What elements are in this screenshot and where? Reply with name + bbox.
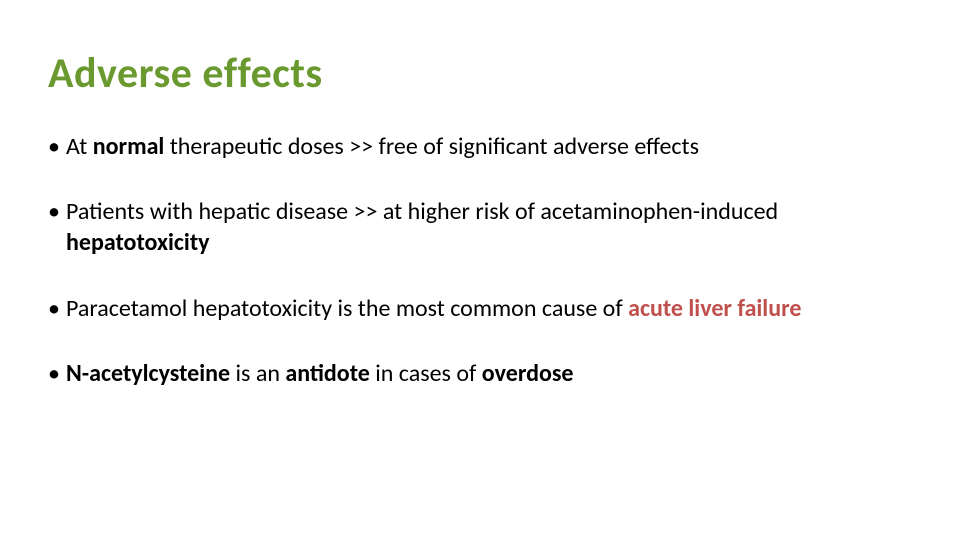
bullet-list: At normal therapeutic doses >> free of s… — [48, 131, 920, 389]
text-run: overdose — [482, 359, 574, 388]
slide: Adverse effects At normal therapeutic do… — [0, 0, 960, 540]
bullet-item: N-acetylcysteine is an antidote in cases… — [48, 358, 920, 389]
text-run: antidote — [285, 359, 369, 388]
text-run: is an — [230, 359, 285, 388]
text-run: acute liver failure — [628, 294, 801, 323]
bullet-item: Paracetamol hepatotoxicity is the most c… — [48, 293, 920, 324]
text-run: normal — [93, 132, 165, 161]
text-run: At — [66, 132, 93, 161]
slide-title: Adverse effects — [48, 48, 920, 99]
text-run: N-acetylcysteine — [66, 359, 230, 388]
text-run: therapeutic doses >> free of significant… — [164, 132, 699, 161]
text-run: hepatotoxicity — [66, 228, 210, 257]
text-run: Patients with hepatic disease >> at high… — [66, 197, 778, 226]
bullet-item: Patients with hepatic disease >> at high… — [48, 196, 920, 258]
bullet-item: At normal therapeutic doses >> free of s… — [48, 131, 920, 162]
text-run: in cases of — [370, 359, 482, 388]
text-run: Paracetamol hepatotoxicity is the most c… — [66, 294, 628, 323]
